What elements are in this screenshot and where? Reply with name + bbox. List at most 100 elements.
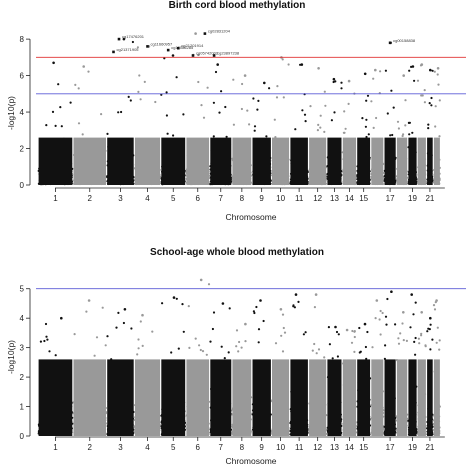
data-point <box>430 104 433 107</box>
data-point <box>198 344 201 347</box>
annotation-label: cg02831204 <box>208 29 231 34</box>
dense-band <box>309 359 327 436</box>
data-point <box>199 348 202 352</box>
data-point <box>228 307 231 310</box>
dense-band <box>161 359 186 436</box>
y-axis-title: -log10(p) <box>6 340 16 374</box>
dense-band <box>309 137 327 185</box>
data-point <box>292 304 295 307</box>
data-point <box>252 310 255 313</box>
data-point <box>240 107 243 111</box>
data-point <box>407 121 410 124</box>
dense-band <box>232 137 252 185</box>
data-point <box>209 340 212 343</box>
chromosome-5-points <box>160 296 187 436</box>
data-point <box>303 113 307 116</box>
data-point <box>45 124 48 127</box>
dense-band <box>38 137 73 185</box>
annotation-label: cg05742002 <box>196 51 219 56</box>
data-point <box>384 69 387 72</box>
data-point <box>366 94 370 97</box>
annotation-label: cg23897238 <box>217 51 240 56</box>
data-point <box>218 111 221 114</box>
chromosome-2-points <box>72 299 107 436</box>
peak-point <box>216 63 219 66</box>
data-point <box>248 123 251 126</box>
annotation-label: cg11660957 <box>151 41 174 46</box>
x-tick-label: 4 <box>145 194 150 203</box>
data-point <box>427 123 430 126</box>
x-tick-label: 5 <box>171 194 176 203</box>
annotated-point <box>388 41 392 45</box>
data-point <box>370 100 373 103</box>
dense-band <box>73 359 106 436</box>
annotated-point <box>203 32 207 35</box>
data-point <box>323 356 326 359</box>
data-point <box>340 87 343 90</box>
data-point <box>274 136 277 139</box>
data-point <box>301 109 304 112</box>
data-point <box>202 116 206 119</box>
data-point <box>175 297 178 300</box>
data-point <box>106 132 109 135</box>
data-point <box>232 123 235 126</box>
data-point <box>235 329 239 332</box>
peak-point <box>87 299 91 302</box>
annotated-point <box>112 50 115 54</box>
chromosome-3-points <box>106 308 135 436</box>
data-point <box>138 74 141 77</box>
data-point <box>304 120 307 123</box>
data-point <box>188 346 191 349</box>
data-point <box>347 102 350 105</box>
x-tick-label: 14 <box>345 194 354 203</box>
data-point <box>265 135 268 138</box>
data-point <box>117 311 120 314</box>
data-point <box>220 90 223 93</box>
chromosome-8-points <box>231 322 253 436</box>
data-point <box>423 89 426 92</box>
dense-band <box>252 359 271 436</box>
data-point <box>433 70 436 73</box>
peak-point <box>314 293 318 296</box>
data-point <box>48 350 51 353</box>
y-tick-label: 4 <box>20 108 25 117</box>
chromosome-12-points <box>308 293 328 436</box>
data-point <box>304 331 307 334</box>
data-point <box>256 108 259 111</box>
data-point <box>257 99 260 102</box>
data-point <box>375 116 378 120</box>
chromosome-15-points <box>356 72 371 186</box>
panel-birth-cord: Birth cord blood methylation Chromosome … <box>6 0 469 222</box>
data-point <box>324 104 327 107</box>
data-point <box>220 345 223 348</box>
peak-point <box>244 322 247 326</box>
data-point <box>165 114 168 117</box>
data-point <box>137 347 140 350</box>
chromosome-6-points <box>185 278 211 436</box>
data-point <box>54 354 57 357</box>
chromosome-2-points <box>72 65 107 186</box>
data-point <box>287 63 290 66</box>
annotated-point <box>166 48 170 52</box>
dense-band <box>134 359 161 436</box>
dense-band <box>210 137 232 185</box>
peak-point <box>347 79 351 83</box>
chromosome-4-points <box>133 45 162 186</box>
dense-band <box>384 137 396 185</box>
x-tick-label: 11 <box>295 194 304 203</box>
data-point <box>139 98 142 101</box>
dense-band <box>232 359 252 436</box>
peak-point <box>259 299 262 302</box>
data-point <box>436 73 439 76</box>
data-point <box>343 110 346 113</box>
data-point <box>257 328 261 331</box>
x-tick-label: 12 <box>313 194 322 203</box>
data-point <box>141 344 144 347</box>
dense-band <box>134 137 161 185</box>
data-point <box>212 311 216 314</box>
y-tick-label: 0 <box>20 181 25 190</box>
data-point <box>214 70 218 74</box>
data-point <box>45 335 48 338</box>
x-tick-label: 8 <box>240 194 245 203</box>
chromosome-14-points <box>341 79 358 186</box>
